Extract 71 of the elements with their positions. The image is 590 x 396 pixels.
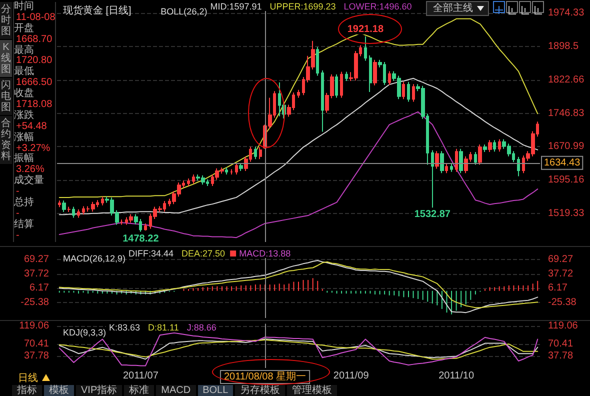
text: LOWER:1496.60 <box>344 2 412 12</box>
text: 1668.70 <box>16 34 52 45</box>
text: DIFF:34.44 <box>128 248 174 258</box>
text: 成交量 <box>14 175 44 186</box>
text: - <box>16 186 20 198</box>
annotation: 全部主线 <box>433 3 473 14</box>
y-tick-label: 1519.33 <box>548 208 585 220</box>
series-label: J:88.66 <box>186 322 216 332</box>
series-label: K:83.63 <box>109 322 140 332</box>
annotation: 1532.87 <box>414 209 451 220</box>
text: MID:1597.91 <box>210 2 262 12</box>
x-tick-label: 2011/09 <box>333 370 370 382</box>
text: VIP指标 <box>81 385 118 396</box>
text: 开盘 <box>14 22 34 34</box>
text: 闪电图 <box>0 80 12 113</box>
chart-title: 现货黄金 [日线] <box>63 4 132 16</box>
legend-title: BOLL(26,2) <box>160 6 208 16</box>
text: 最低 <box>14 66 34 78</box>
legend-title: MACD(26,12,9) <box>63 254 126 264</box>
y-tick-label: 1746.83 <box>548 108 585 119</box>
text: MACD <box>161 385 191 396</box>
x-tick-label: 2011/07 <box>122 370 159 382</box>
y-tick-label: 1670.99 <box>548 141 585 152</box>
legend-label: MACD:13.88 <box>239 248 291 258</box>
text: UPPER:1699.23 <box>270 2 336 12</box>
text: 指标 <box>17 385 37 396</box>
text: DEA:27.50 <box>182 248 226 258</box>
y-tick-label: 6.17 <box>30 282 50 294</box>
y-tick-label: 119.06 <box>19 320 50 332</box>
y-tick-label: 1898.5 <box>548 40 580 52</box>
text: 涨幅 <box>14 132 34 143</box>
text: - <box>16 208 20 219</box>
ref-line-label: 1634.43 <box>544 157 581 168</box>
y-tick-label: 1595.16 <box>548 174 585 186</box>
text: BOLL <box>202 385 228 396</box>
text: 结算 <box>14 218 34 230</box>
text: 涨跌 <box>14 110 34 121</box>
x-tick-label: 2011/08/08 星期一 <box>224 370 306 382</box>
text: K线图 <box>0 42 12 75</box>
text: 合约资料 <box>0 118 12 162</box>
text: 分时图 <box>0 4 12 37</box>
y-tick-label: -25.38 <box>20 296 50 308</box>
text: +54.48 <box>16 120 47 132</box>
y-tick-label: 37.78 <box>24 350 50 362</box>
text: 1666.50 <box>16 77 52 88</box>
text: 日线 <box>18 373 38 384</box>
y-tick-label: 1974.33 <box>548 7 585 18</box>
text: 管理模板 <box>292 385 332 396</box>
text: 收盘 <box>14 88 34 100</box>
annotation: 1478.22 <box>122 233 160 244</box>
text: 时间 <box>14 1 34 12</box>
y-tick-label: 1822.66 <box>548 74 585 86</box>
text: 3.26% <box>16 164 44 176</box>
y-tick-label: 70.41 <box>24 338 50 350</box>
series-label: D:81.11 <box>148 322 179 332</box>
text: 1720.80 <box>16 55 52 66</box>
y-tick-label: 37.72 <box>24 268 50 280</box>
text: 模板 <box>49 385 69 396</box>
text: 11-08-08 <box>16 12 56 23</box>
legend-title: KDJ(9,3,3) <box>63 328 106 338</box>
text: - <box>16 230 20 241</box>
x-tick-label: 2011/10 <box>438 370 474 382</box>
text: 1718.08 <box>16 99 52 110</box>
text: 振幅 <box>14 153 34 164</box>
text: 总持 <box>14 197 34 208</box>
text: +3.27% <box>16 142 50 154</box>
text: 另存模板 <box>240 385 280 396</box>
text: 最高 <box>14 44 34 56</box>
annotation: 1921.18 <box>347 24 384 35</box>
y-tick-label: 69.27 <box>24 254 50 265</box>
text: 标准 <box>129 385 150 396</box>
